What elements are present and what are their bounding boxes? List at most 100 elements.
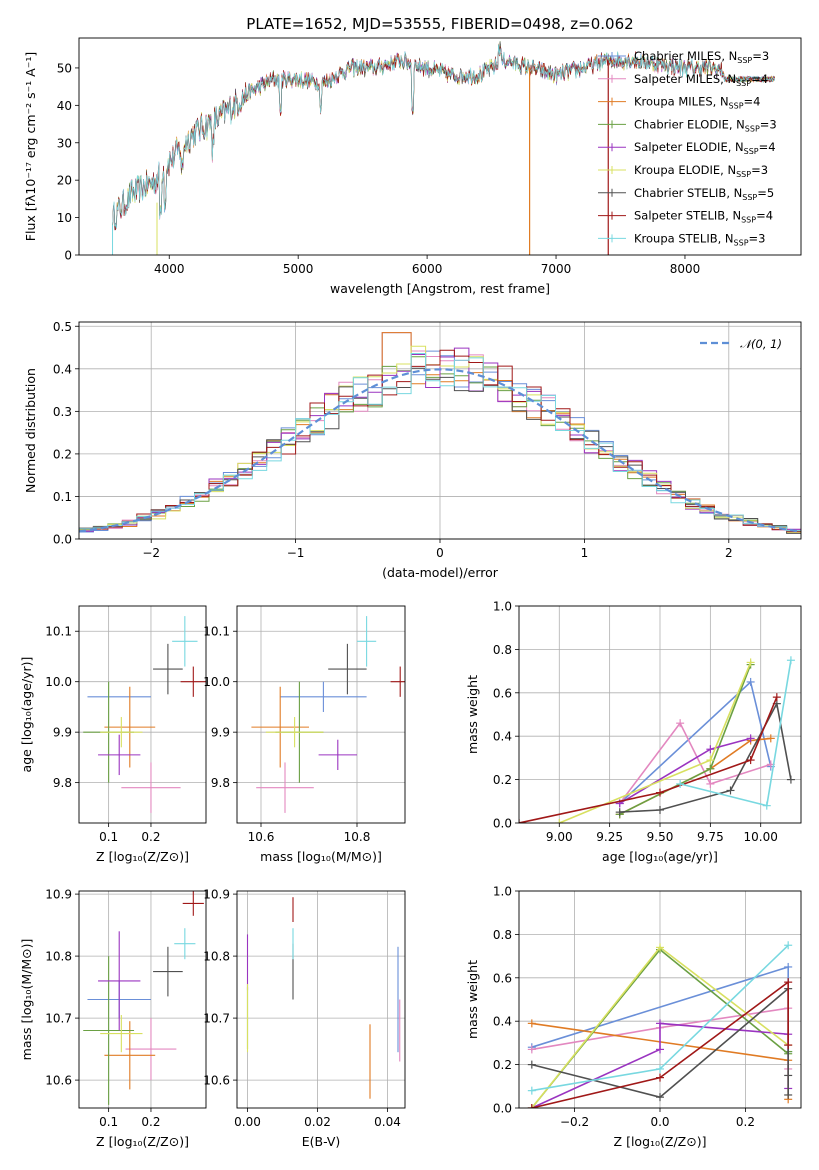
legend-entry: Kroupa MILES, NSSP=4 bbox=[634, 95, 760, 111]
weight-marker bbox=[762, 801, 771, 810]
weight-marker bbox=[784, 1041, 793, 1050]
x-tick-label: 4000 bbox=[154, 262, 185, 276]
y-tick-label: 9.9 bbox=[53, 726, 72, 740]
x-tick-label: 0.0 bbox=[650, 1115, 669, 1129]
spectrum-frame bbox=[78, 37, 802, 256]
weight-marker bbox=[746, 756, 755, 765]
y-tick-label: 0.5 bbox=[53, 320, 72, 334]
legend-entry: Chabrier MILES, NSSP=3 bbox=[634, 49, 769, 65]
weight-marker bbox=[656, 1045, 664, 1054]
z-mass-frame bbox=[78, 890, 207, 1109]
y-tick-label: 0.4 bbox=[493, 730, 512, 744]
x-tick-label: 0.1 bbox=[99, 1115, 118, 1129]
y-tick-label: 10.0 bbox=[45, 675, 72, 689]
weight-marker bbox=[527, 1019, 536, 1028]
legend-entry: Chabrier STELIB, NSSP=5 bbox=[634, 186, 774, 202]
x-tick-label: 7000 bbox=[541, 262, 572, 276]
spectrum-title: PLATE=1652, MJD=53555, FIBERID=0498, z=0… bbox=[246, 15, 633, 33]
ebv-mass-x-axis-label: E(B-V) bbox=[302, 1134, 341, 1149]
weight-marker bbox=[746, 677, 755, 686]
point-salpeter-stelib bbox=[182, 891, 204, 916]
ebv-mass-grid bbox=[237, 891, 405, 1108]
mass-age-grid bbox=[237, 606, 405, 823]
weight-marker bbox=[784, 1071, 793, 1080]
y-tick-label: 0.1 bbox=[53, 490, 72, 504]
spectrum-plot-area bbox=[112, 41, 775, 255]
point-kroupa-miles bbox=[104, 686, 156, 768]
x-tick-label: 9.75 bbox=[697, 830, 724, 844]
point-salpeter-miles bbox=[256, 762, 314, 813]
y-tick-label: 0.4 bbox=[53, 362, 72, 376]
weight-marker bbox=[784, 1090, 793, 1099]
residuals-plot-area bbox=[79, 332, 801, 534]
weight-marker bbox=[527, 1086, 536, 1095]
weight-marker bbox=[786, 656, 795, 665]
legend-entry: Chabrier ELODIE, NSSP=3 bbox=[634, 117, 777, 133]
point-kroupa-elodie bbox=[265, 717, 324, 748]
y-tick-label: 0.4 bbox=[493, 1015, 512, 1029]
x-tick-label: 10.6 bbox=[248, 830, 275, 844]
ebv-mass-chart: 0.00 0.02 0.04 10.6 10.7 10.8 10.9 E(B-V) bbox=[203, 888, 406, 1149]
y-tick-label: 9.8 bbox=[211, 776, 230, 790]
point-chabrier-stelib bbox=[328, 643, 367, 695]
y-tick-label: 10 bbox=[57, 211, 72, 225]
point-chabrier-stelib bbox=[153, 643, 183, 695]
weight-marker bbox=[656, 788, 664, 797]
weight-marker bbox=[656, 1093, 664, 1102]
y-tick-label: 0.8 bbox=[493, 928, 512, 942]
weight-marker bbox=[746, 658, 755, 667]
point-kroupa-elodie bbox=[100, 717, 143, 748]
z-age-frame bbox=[78, 605, 207, 824]
mass-age-chart: 10.6 10.8 9.8 9.9 10.0 10.1 mass [log₁₀(M/M⊙)] bbox=[203, 605, 406, 864]
y-tick-label: 30 bbox=[57, 136, 72, 150]
mass-age-frame bbox=[236, 605, 406, 824]
z-weight-x-axis-label: Z [log₁₀(Z/Z⊙)] bbox=[614, 1134, 707, 1149]
y-tick-label: 9.9 bbox=[211, 726, 230, 740]
weight-marker bbox=[706, 764, 715, 773]
y-tick-label: 0.3 bbox=[53, 405, 72, 419]
y-tick-label: 10.9 bbox=[203, 888, 230, 902]
spectrum-chart: 4000 5000 6000 7000 8000 0 10 20 30 40 50 wavelengt… bbox=[23, 15, 802, 296]
spectrum-y-axis-label: Flux [fλ10⁻¹⁷ erg cm⁻² s⁻¹ A⁻¹] bbox=[23, 52, 38, 241]
x-tick-label: 2 bbox=[725, 546, 733, 560]
y-tick-label: 0.6 bbox=[493, 686, 512, 700]
point-chabrier-miles bbox=[280, 681, 367, 712]
legend-entry: Salpeter STELIB, NSSP=4 bbox=[634, 209, 773, 225]
spectrum-x-axis-label: wavelength [Angstrom, rest frame] bbox=[330, 281, 550, 296]
z-age-x-axis-label: Z [log₁₀(Z/Z⊙)] bbox=[96, 849, 189, 864]
z-age-chart: 0.1 0.2 9.8 9.9 10.0 10.1 Z [log₁₀(Z/Z⊙)] age [… bbox=[19, 605, 207, 864]
weight-marker bbox=[746, 734, 755, 743]
point-salpeter-miles bbox=[125, 1018, 177, 1081]
weight-marker bbox=[706, 756, 715, 765]
point-chabrier-stelib bbox=[153, 946, 183, 997]
x-tick-label: 9.25 bbox=[596, 830, 623, 844]
y-tick-label: 0.0 bbox=[493, 1102, 512, 1116]
y-tick-label: 10.1 bbox=[203, 625, 230, 639]
x-tick-label: 0.00 bbox=[234, 1115, 261, 1129]
y-tick-label: 10.7 bbox=[45, 1012, 72, 1026]
x-tick-label: 0.1 bbox=[99, 830, 118, 844]
normal-curve bbox=[79, 368, 801, 533]
point-kroupa-elodie bbox=[100, 1015, 143, 1053]
point-salpeter-elodie bbox=[98, 734, 141, 776]
weight-marker bbox=[784, 962, 793, 971]
ebv-mass-frame bbox=[236, 890, 406, 1109]
z-weight-plot-area bbox=[527, 941, 793, 1108]
x-tick-label: −2 bbox=[142, 546, 160, 560]
x-tick-label: 6000 bbox=[412, 262, 443, 276]
z-mass-y-axis-label: mass [log₁₀(M/M⊙)] bbox=[19, 939, 34, 1061]
x-tick-label: 0.04 bbox=[374, 1115, 401, 1129]
spectrum-line-kroupa-stelib bbox=[112, 44, 775, 231]
residuals-y-axis-label: Normed distribution bbox=[23, 368, 38, 493]
weight-marker bbox=[656, 1073, 664, 1082]
ebv-mass-plot-area bbox=[246, 897, 401, 1099]
point-kroupa-miles bbox=[104, 1021, 156, 1090]
weight-marker bbox=[656, 1019, 664, 1028]
x-tick-label: 0.2 bbox=[141, 1115, 160, 1129]
weight-marker bbox=[656, 943, 664, 952]
z-age-plot-area bbox=[83, 616, 206, 813]
weight-marker bbox=[766, 734, 775, 743]
z-weight-chart: −0.2 0.0 0.2 0.0 0.2 0.4 0.6 0.8 1.0 Z [log₁₀(Z/Z… bbox=[465, 885, 802, 1149]
mass-age-x-axis-label: mass [log₁₀(M/M⊙)] bbox=[260, 849, 382, 864]
